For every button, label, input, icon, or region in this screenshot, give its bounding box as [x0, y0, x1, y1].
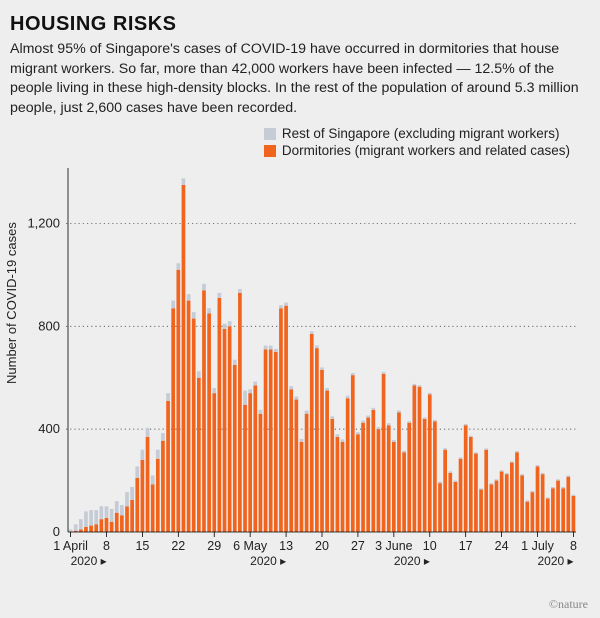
credit: ©nature — [549, 597, 588, 612]
svg-text:2020 ▸: 2020 ▸ — [250, 554, 286, 568]
legend-label-dorm: Dormitories (migrant workers and related… — [282, 143, 570, 158]
svg-text:1 April: 1 April — [53, 539, 88, 553]
svg-text:24: 24 — [495, 539, 509, 553]
svg-text:20: 20 — [315, 539, 329, 553]
svg-text:8: 8 — [570, 539, 577, 553]
svg-text:400: 400 — [38, 422, 60, 437]
legend-label-rest: Rest of Singapore (excluding migrant wor… — [282, 126, 560, 141]
svg-text:17: 17 — [459, 539, 473, 553]
legend-item: Dormitories (migrant workers and related… — [264, 143, 570, 158]
svg-text:10: 10 — [423, 539, 437, 553]
y-axis-label: Number of COVID-19 cases — [4, 223, 19, 385]
chart-svg: 04008001,2001 April2020 ▸81522296 May202… — [10, 124, 590, 584]
svg-text:3 June: 3 June — [375, 539, 413, 553]
chart-area: Number of COVID-19 cases Rest of Singapo… — [10, 124, 590, 584]
svg-text:6 May: 6 May — [233, 539, 268, 553]
svg-text:1,200: 1,200 — [27, 216, 60, 231]
legend-item: Rest of Singapore (excluding migrant wor… — [264, 126, 570, 141]
svg-text:0: 0 — [53, 524, 60, 539]
svg-text:22: 22 — [171, 539, 185, 553]
svg-text:13: 13 — [279, 539, 293, 553]
legend: Rest of Singapore (excluding migrant wor… — [264, 126, 570, 160]
svg-text:8: 8 — [103, 539, 110, 553]
chart-subtitle: Almost 95% of Singapore's cases of COVID… — [10, 40, 580, 118]
legend-swatch-rest — [264, 128, 276, 140]
svg-text:2020 ▸: 2020 ▸ — [71, 554, 107, 568]
chart-card: HOUSING RISKS Almost 95% of Singapore's … — [0, 0, 600, 618]
chart-title: HOUSING RISKS — [10, 14, 590, 34]
svg-text:800: 800 — [38, 319, 60, 334]
svg-text:27: 27 — [351, 539, 365, 553]
svg-text:29: 29 — [207, 539, 221, 553]
svg-text:2020 ▸: 2020 ▸ — [538, 554, 574, 568]
svg-text:2020 ▸: 2020 ▸ — [394, 554, 430, 568]
legend-swatch-dorm — [264, 145, 276, 157]
svg-text:1 July: 1 July — [521, 539, 554, 553]
svg-text:15: 15 — [135, 539, 149, 553]
